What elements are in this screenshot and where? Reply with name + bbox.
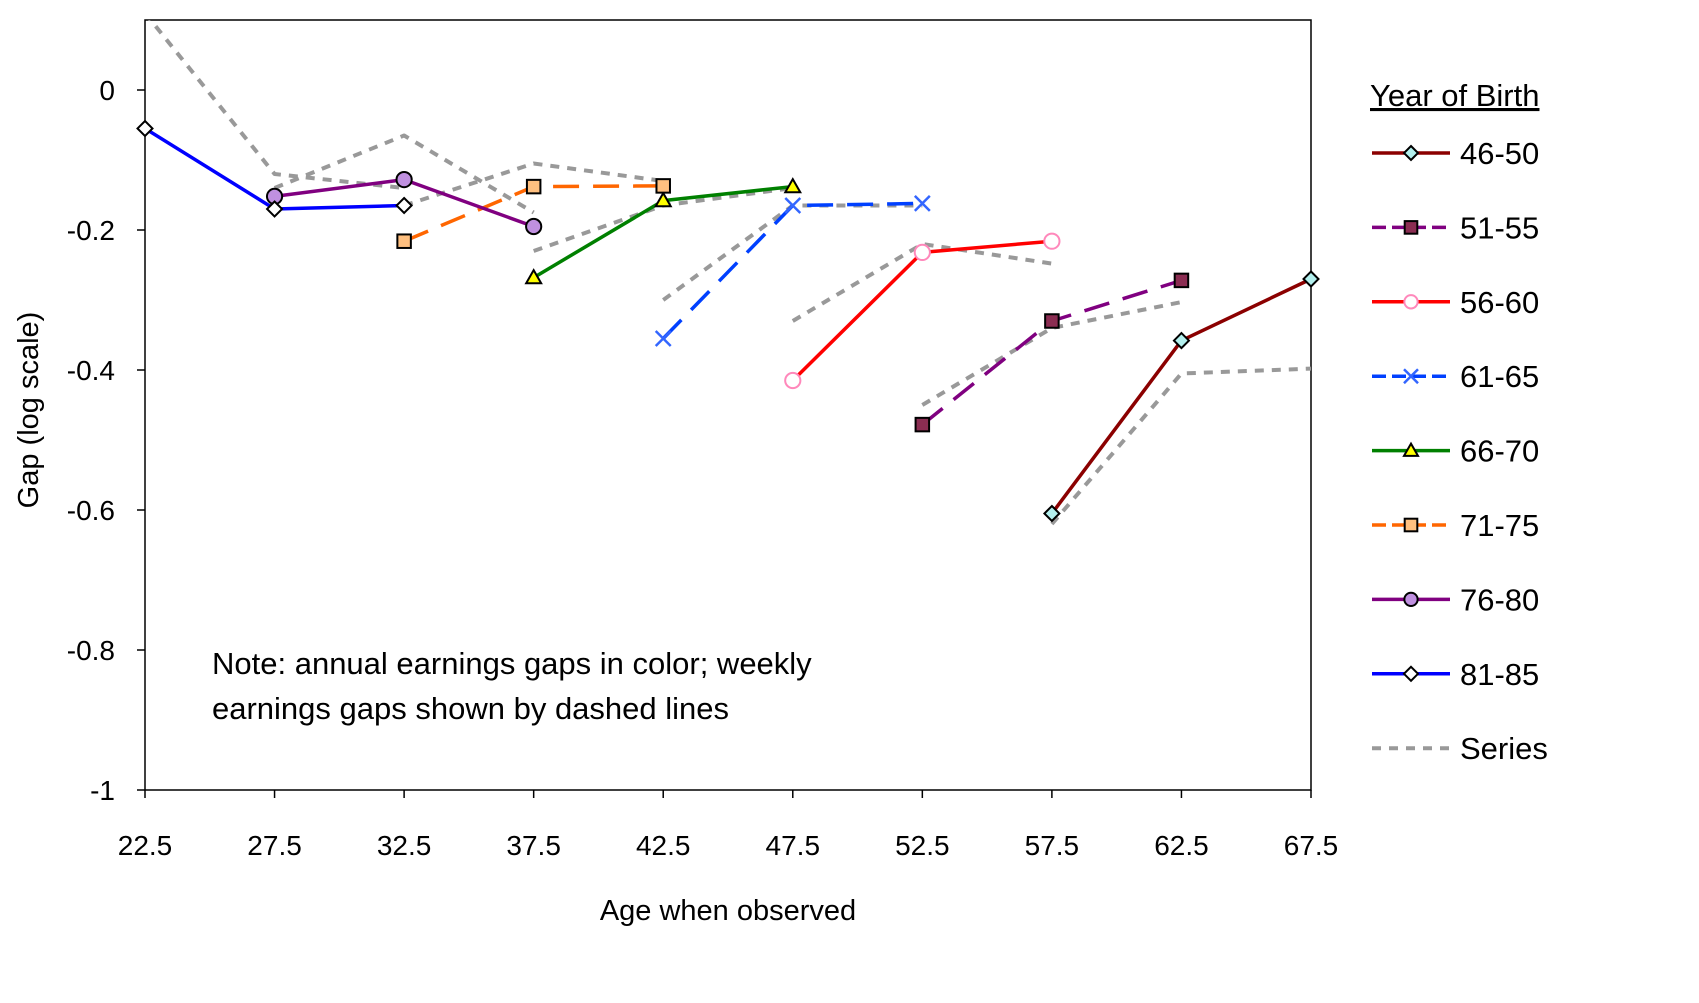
legend-label: 51-55 xyxy=(1460,210,1539,245)
data-point xyxy=(1172,331,1191,350)
legend-label: 81-85 xyxy=(1460,657,1539,692)
note-line-2: earnings gaps shown by dashed lines xyxy=(212,691,729,726)
data-point xyxy=(1043,232,1061,250)
series-line xyxy=(273,133,535,215)
data-point xyxy=(525,178,542,195)
data-point xyxy=(525,217,543,236)
x-tick-label: 22.5 xyxy=(118,830,173,861)
x-tick-label: 32.5 xyxy=(377,830,432,861)
legend-item: 66-70 xyxy=(1372,434,1539,469)
data-point xyxy=(1042,504,1061,523)
y-tick-label: -1 xyxy=(90,775,115,806)
x-axis-title: Age when observed xyxy=(600,895,856,927)
y-axis-title: Gap (log scale) xyxy=(13,312,45,509)
data-point xyxy=(396,233,412,249)
legend-item: 81-85 xyxy=(1372,657,1539,692)
data-point xyxy=(1403,294,1419,310)
legend: Year of Birth 46-50 51-55 56-60 61-65 66-70 7… xyxy=(1370,78,1548,766)
y-tick-label: -0.8 xyxy=(67,635,115,666)
y-tick-label: -0.4 xyxy=(67,355,115,386)
series-line xyxy=(921,300,1182,407)
series-line xyxy=(148,20,405,190)
legend-label: 76-80 xyxy=(1460,582,1539,617)
legend-item: 71-75 xyxy=(1372,508,1539,543)
series-line xyxy=(403,161,664,208)
data-point xyxy=(784,371,802,390)
legend-label: 66-70 xyxy=(1460,434,1539,469)
data-point xyxy=(136,119,154,138)
y-tick-label: 0 xyxy=(99,75,115,106)
data-point xyxy=(913,243,931,261)
axes-layer: 22.5 27.5 32.5 37.5 42.5 47.5 52.5 57.5 62.5 67.5… xyxy=(67,75,1339,861)
data-point xyxy=(655,178,671,194)
data-point xyxy=(1403,368,1419,385)
x-tick-label: 42.5 xyxy=(636,830,691,861)
legend-label: 46-50 xyxy=(1460,136,1539,171)
x-tick-label: 47.5 xyxy=(766,830,821,861)
marker-layer xyxy=(136,119,1320,523)
data-point xyxy=(654,330,672,347)
x-tick-label: 57.5 xyxy=(1025,830,1080,861)
data-point xyxy=(1403,591,1419,608)
x-tick-label: 67.5 xyxy=(1284,830,1339,861)
legend-item: 61-65 xyxy=(1372,359,1539,394)
x-tick-label: 27.5 xyxy=(247,830,302,861)
data-point xyxy=(1044,313,1060,329)
y-tick-label: -0.2 xyxy=(67,215,115,246)
y-tick-label: -0.6 xyxy=(67,495,115,526)
series-line xyxy=(791,242,1053,323)
plot-area xyxy=(144,19,1312,791)
legend-label: 61-65 xyxy=(1460,359,1539,394)
legend-item: 51-55 xyxy=(1372,210,1539,245)
legend-item: 56-60 xyxy=(1372,285,1539,320)
legend-item: 46-50 xyxy=(1372,136,1539,171)
note-line-1: Note: annual earnings gaps in color; wee… xyxy=(212,646,812,681)
data-point xyxy=(914,416,931,433)
legend-item: Series xyxy=(1372,731,1548,766)
x-tick-label: 62.5 xyxy=(1154,830,1209,861)
data-point xyxy=(395,171,413,189)
data-point xyxy=(784,197,802,214)
data-point xyxy=(265,200,284,218)
data-point xyxy=(1402,144,1420,162)
data-point xyxy=(783,177,803,194)
data-point xyxy=(653,191,673,208)
legend-label: 56-60 xyxy=(1460,285,1539,320)
legend-label: Series xyxy=(1460,731,1548,766)
data-point xyxy=(1402,441,1420,457)
x-tick-label: 52.5 xyxy=(895,830,950,861)
data-point xyxy=(1173,272,1190,289)
x-tick-label: 37.5 xyxy=(506,830,561,861)
data-point xyxy=(1403,220,1419,235)
data-point xyxy=(1403,517,1419,533)
legend-title: Year of Birth xyxy=(1370,78,1539,113)
legend-label: 71-75 xyxy=(1460,508,1539,543)
data-point xyxy=(1402,665,1420,683)
legend-item: 76-80 xyxy=(1372,582,1539,617)
data-point xyxy=(395,196,414,215)
data-point xyxy=(524,268,543,285)
data-point xyxy=(913,195,931,212)
data-point xyxy=(1302,270,1320,288)
